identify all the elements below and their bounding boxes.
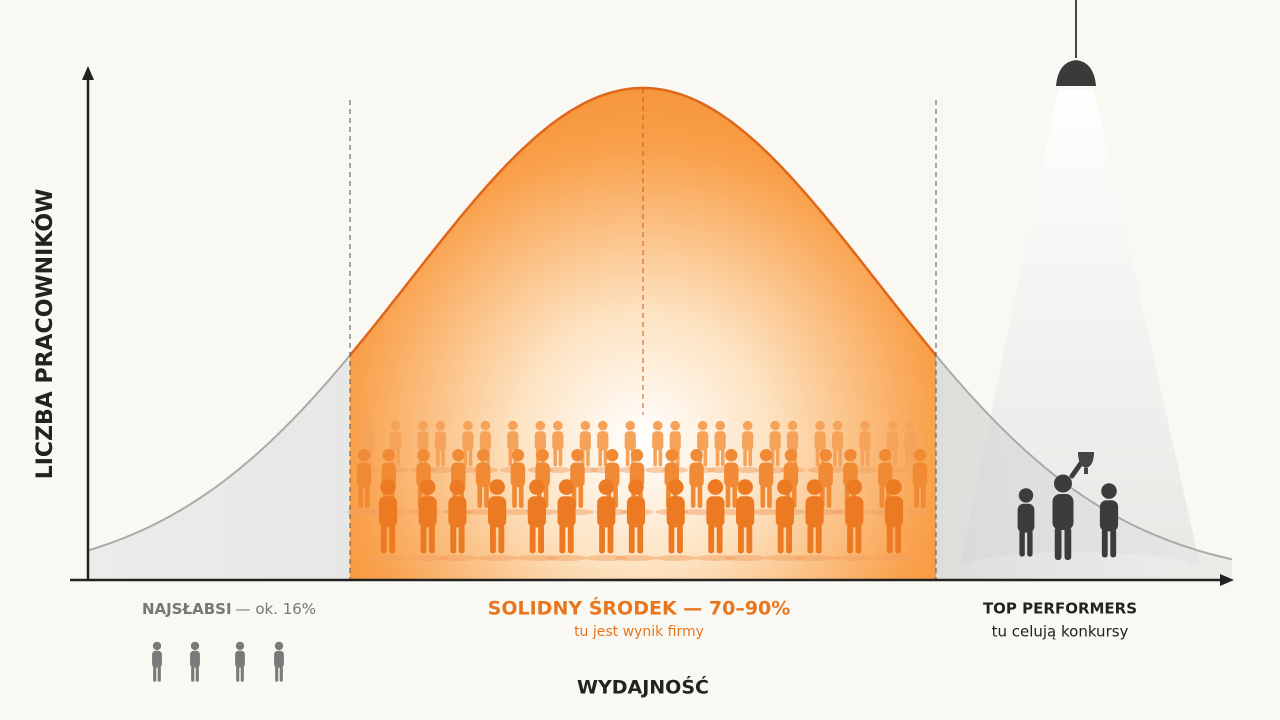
- shadow: [833, 555, 876, 561]
- y-axis-label: LICZBA PRACOWNIKÓW: [32, 189, 58, 480]
- shadow: [436, 555, 479, 561]
- shadow: [734, 467, 761, 473]
- segment-note: — ok. 16%: [236, 600, 317, 618]
- curve-line-mid: [350, 86, 936, 358]
- shadow: [347, 509, 381, 515]
- segment-title: SOLIDNY ŚRODEK — 70–90%: [488, 596, 791, 620]
- left-area: [88, 355, 350, 580]
- shadow: [873, 555, 915, 561]
- shadow: [476, 555, 518, 561]
- lamp: [1056, 60, 1096, 86]
- segment-label: NAJSŁABSI — ok. 16%: [142, 600, 316, 618]
- crowd: [347, 420, 937, 561]
- right-area: [936, 355, 1232, 580]
- shadow: [680, 509, 714, 515]
- shadow: [694, 555, 737, 561]
- shadow: [501, 509, 535, 515]
- x-axis-arrow: [1220, 574, 1234, 586]
- shadow: [749, 509, 783, 515]
- segment-note: tu jest wynik firmy: [574, 624, 704, 640]
- top-performers: [1017, 452, 1119, 560]
- shadow: [903, 509, 937, 515]
- shadow: [545, 555, 588, 561]
- x-axis-label: WYDAJNOŚĆ: [577, 675, 709, 699]
- shadow: [615, 555, 657, 561]
- shadow: [427, 467, 454, 473]
- shadow: [516, 555, 558, 561]
- shadow: [545, 467, 571, 473]
- segment-title: NAJSŁABSI: [142, 600, 232, 618]
- shadow: [654, 555, 697, 561]
- shadow: [764, 555, 806, 561]
- segment-note: tu celują konkursy: [992, 623, 1129, 641]
- shadow: [367, 555, 409, 561]
- y-axis-arrow: [82, 66, 94, 80]
- shadow: [852, 467, 878, 473]
- shadow: [724, 555, 766, 561]
- shadow: [793, 555, 836, 561]
- weak-people: [152, 641, 284, 682]
- segment-title: TOP PERFORMERS: [983, 600, 1137, 618]
- shadow: [406, 555, 449, 561]
- shadow: [585, 555, 628, 561]
